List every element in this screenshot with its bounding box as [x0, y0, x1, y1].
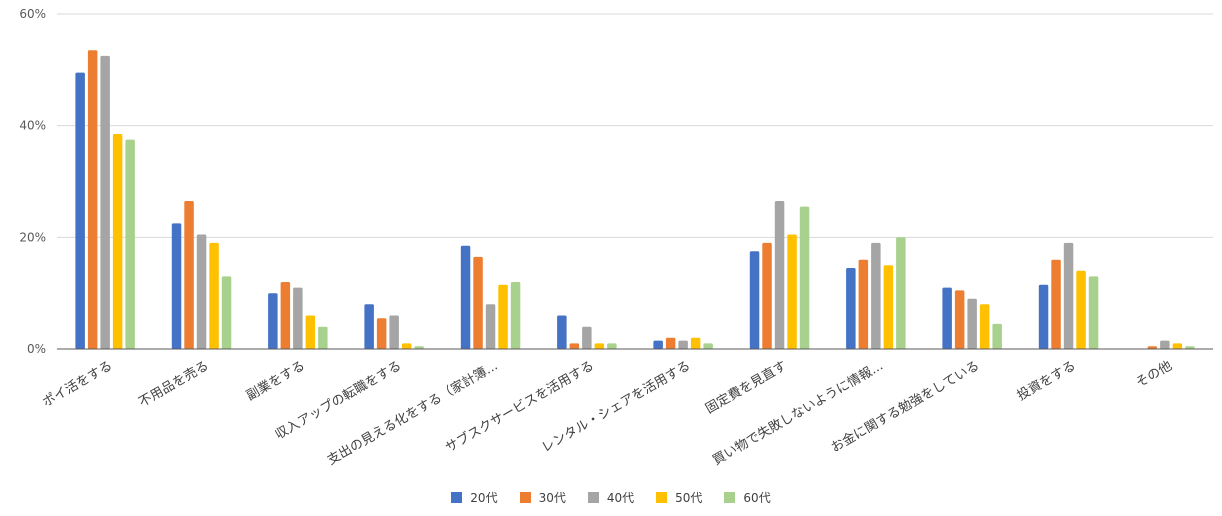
bar	[607, 343, 617, 349]
bar	[594, 343, 605, 349]
bar	[1088, 276, 1099, 349]
legend-label: 50代	[675, 491, 703, 505]
bar	[1185, 346, 1195, 349]
bar	[268, 293, 278, 349]
bar	[75, 72, 85, 349]
legend-item: 60代	[724, 489, 771, 506]
bar	[401, 343, 412, 349]
bar	[376, 318, 387, 349]
bar	[473, 256, 483, 349]
bar	[171, 223, 182, 349]
bar	[942, 287, 952, 349]
bar	[896, 237, 906, 349]
x-category-label: 買い物で失敗しないように情報...	[710, 358, 886, 468]
bar	[787, 234, 797, 349]
bar	[678, 340, 688, 349]
bar	[979, 304, 990, 349]
bar	[209, 242, 219, 349]
bar	[280, 282, 291, 349]
bar	[967, 298, 977, 350]
bar	[293, 287, 303, 349]
bar	[954, 290, 965, 349]
legend-label: 20代	[470, 491, 498, 505]
bar	[221, 276, 232, 349]
x-category-label: 副業をする	[244, 358, 308, 404]
bar	[1038, 284, 1049, 349]
bar	[749, 251, 760, 349]
bar	[582, 326, 592, 349]
x-axis-categories: ポイ活をする 不用品を売る 副業をする収入アップの転職をする支出の見える化をする（家…	[40, 358, 1175, 469]
bars	[75, 50, 1195, 350]
bar	[653, 340, 663, 349]
bar	[318, 326, 328, 349]
bar	[858, 259, 869, 349]
bar	[774, 201, 785, 349]
y-tick-label: 60%	[19, 7, 46, 21]
bar	[703, 343, 713, 349]
x-category-label: 投資をする	[1014, 358, 1078, 404]
y-tick-label: 20%	[19, 230, 46, 244]
bar	[485, 304, 496, 349]
bar	[1160, 340, 1170, 349]
bar	[871, 242, 881, 349]
bar	[364, 304, 374, 349]
bar	[414, 346, 424, 349]
bar	[125, 139, 135, 349]
y-tick-label: 40%	[19, 119, 46, 133]
x-category-label: サブスクサービスを活用する	[442, 358, 596, 456]
bar	[1076, 270, 1086, 349]
legend-swatch	[519, 492, 531, 503]
legend-swatch	[656, 492, 668, 503]
bar	[1172, 343, 1183, 349]
bar	[87, 50, 98, 350]
legend-label: 30代	[538, 491, 566, 505]
legend-item: 50代	[656, 489, 702, 506]
bar	[762, 242, 772, 349]
bar	[799, 206, 810, 349]
bar	[184, 201, 194, 349]
legend-label: 60代	[743, 491, 771, 505]
bar	[196, 234, 207, 349]
legend-item: 40代	[587, 489, 635, 506]
legend-swatch	[724, 492, 736, 503]
x-category-label: 不用品を売る	[136, 358, 212, 411]
bar	[112, 134, 123, 349]
legend: 20代 30代 40代 50代 60代	[0, 489, 1222, 506]
x-category-label: 固定費を見直す	[703, 358, 789, 416]
gridlines	[57, 13, 1213, 238]
bar	[846, 268, 856, 349]
bar	[883, 265, 894, 350]
bar	[498, 284, 508, 349]
legend-swatch	[587, 492, 599, 503]
bar	[557, 315, 567, 349]
legend-label: 40代	[606, 491, 635, 505]
bar	[510, 282, 521, 349]
legend-item: 30代	[519, 489, 566, 506]
bar	[690, 337, 701, 349]
x-category-label: 支出の見える化をする（家計簿...	[324, 358, 500, 469]
y-tick-label: 0%	[27, 342, 46, 356]
bar	[1051, 259, 1061, 349]
x-category-label: その他	[1134, 358, 1175, 390]
bar	[1147, 346, 1158, 349]
y-axis-ticks: 0% 20% 40% 60%	[19, 7, 46, 356]
legend-item: 20代	[451, 489, 498, 506]
bar	[1063, 242, 1074, 349]
bar	[460, 245, 471, 349]
bar	[100, 55, 110, 350]
bar	[992, 323, 1002, 349]
bar	[389, 315, 399, 349]
x-category-label: ポイ活をする	[40, 358, 115, 410]
legend-swatch	[451, 492, 463, 503]
bar	[665, 337, 676, 349]
bar	[305, 315, 316, 349]
bar	[569, 343, 580, 349]
x-category-label: お金に関する勉強をしている	[828, 358, 982, 456]
